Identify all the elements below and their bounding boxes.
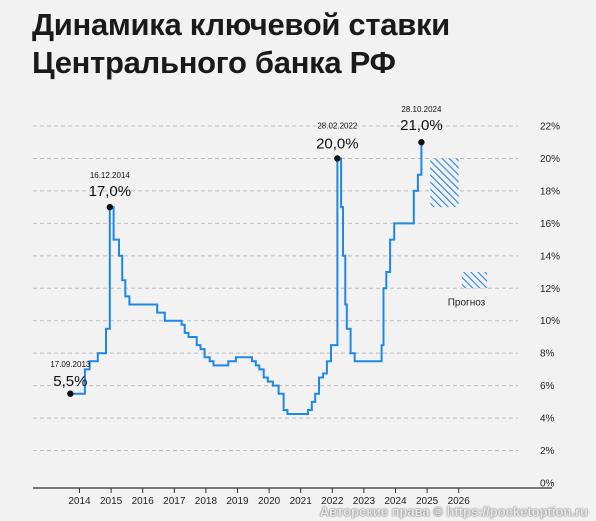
chart-title: Динамика ключевой ставки Центрального ба… <box>32 6 450 82</box>
x-axis-ticks: 2014 2015 2016 2017 2018 2019 2020 2021 2022 2023… <box>68 488 470 507</box>
x-tick-label: 2024 <box>384 496 407 507</box>
y-tick-label: 20% <box>540 154 560 165</box>
forecast-legend-label: Прогноз <box>448 297 486 308</box>
y-tick-label: 12% <box>540 284 560 295</box>
x-tick-label: 2017 <box>163 496 186 507</box>
forecast-range <box>461 272 488 289</box>
annotation-dot <box>67 390 74 397</box>
y-tick-label: 22% <box>540 122 560 133</box>
chart-title-line-2: Центрального банка РФ <box>32 45 396 80</box>
forecast-legend: Прогноз <box>448 297 486 308</box>
annotation-dot <box>106 203 114 211</box>
annotation-date: 28.10.2024 <box>401 105 442 114</box>
annotation-dot <box>418 139 425 146</box>
y-axis-ticks: 0% 2% 4% 6% 8% 10% 12% 14% 16% 18% 20% 22% <box>540 122 560 490</box>
annotation-value: 20,0% <box>316 135 359 152</box>
x-tick-label: 2016 <box>132 496 155 507</box>
x-tick-label: 2018 <box>195 496 218 507</box>
annotation-value: 21,0% <box>400 117 443 134</box>
chart-title-line-1: Динамика ключевой ставки <box>32 7 450 42</box>
annotations: 17.09.2013 5,5% 16.12.2014 17,0% 28.02.2022 2… <box>50 105 443 397</box>
forecast-range <box>430 158 459 208</box>
forecast-areas <box>430 158 488 289</box>
y-tick-label: 2% <box>540 446 555 457</box>
annotation-date: 28.02.2022 <box>317 121 358 130</box>
annotation-value: 17,0% <box>89 183 132 200</box>
y-tick-label: 16% <box>540 219 560 230</box>
y-tick-label: 18% <box>540 186 560 197</box>
x-tick-label: 2014 <box>68 496 91 507</box>
x-tick-label: 2021 <box>290 496 313 507</box>
y-tick-label: 8% <box>540 349 555 360</box>
y-tick-label: 6% <box>540 381 555 392</box>
series-layer <box>70 141 424 415</box>
y-tick-label: 14% <box>540 251 560 262</box>
copyright-watermark: Авторские права © https://pocketoption.r… <box>319 504 588 519</box>
annotation-date: 16.12.2014 <box>90 171 131 180</box>
x-tick-label: 2020 <box>258 496 281 507</box>
annotation-value: 5,5% <box>53 373 87 390</box>
annotation-dot <box>334 155 341 162</box>
x-tick-label: 2023 <box>353 496 376 507</box>
x-tick-label: 2015 <box>100 496 123 507</box>
x-tick-label: 2025 <box>416 496 439 507</box>
y-tick-label: 0% <box>540 479 555 490</box>
x-tick-label: 2022 <box>321 496 344 507</box>
y-tick-label: 10% <box>540 316 560 327</box>
rate-series-line <box>70 141 424 415</box>
annotation-date: 17.09.2013 <box>50 360 91 369</box>
y-tick-label: 4% <box>540 414 555 425</box>
x-tick-label: 2026 <box>448 496 471 507</box>
x-tick-label: 2019 <box>226 496 249 507</box>
